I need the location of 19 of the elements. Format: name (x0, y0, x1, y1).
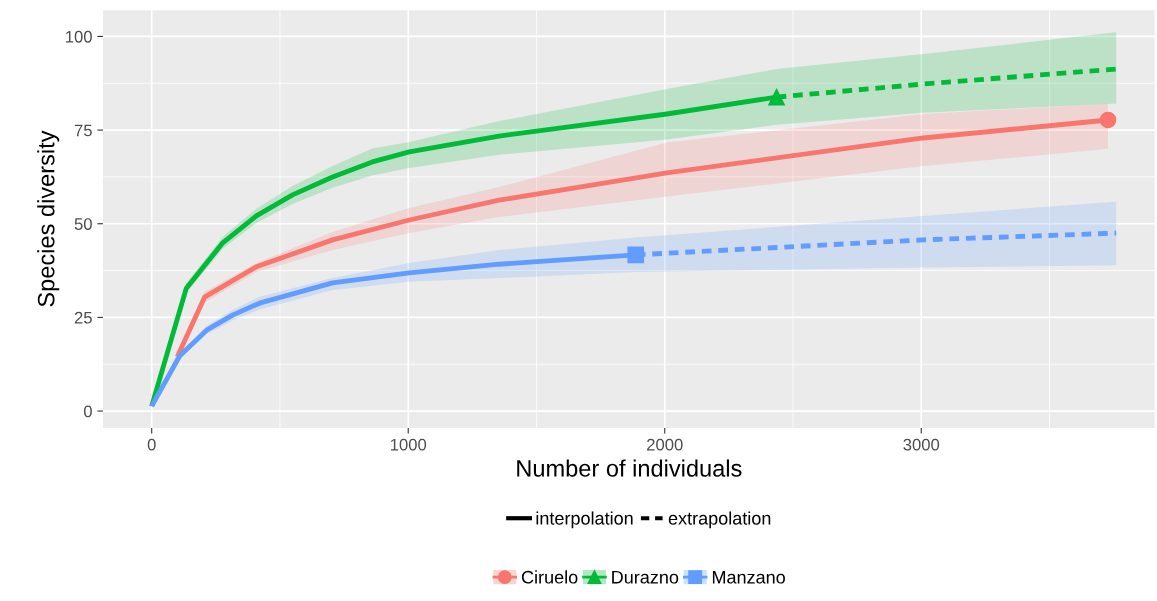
point (1099, 111, 1117, 129)
x-tick-label: 0 (147, 438, 156, 451)
legend-label: Manzano (712, 571, 785, 584)
point (627, 246, 645, 264)
y-tick-label: 100 (66, 30, 92, 43)
legend-label: Ciruelo (521, 570, 578, 584)
legend-label: Durazno (612, 571, 679, 584)
point (768, 88, 785, 106)
text: extrapolation (668, 511, 771, 529)
y-tick-label: 75 (74, 124, 92, 137)
text: interpolation (536, 511, 633, 529)
y-tick-label: 25 (74, 311, 92, 324)
y-tick-label: 0 (83, 405, 92, 418)
x-tick-label: 3000 (903, 438, 940, 451)
x-axis-title: Number of individuals (517, 459, 742, 477)
x-tick-label: 2000 (647, 438, 683, 451)
y-axis-title: Species diversity (37, 130, 60, 307)
y-tick-label: 50 (74, 218, 92, 230)
x-tick-label: 1000 (390, 438, 427, 451)
